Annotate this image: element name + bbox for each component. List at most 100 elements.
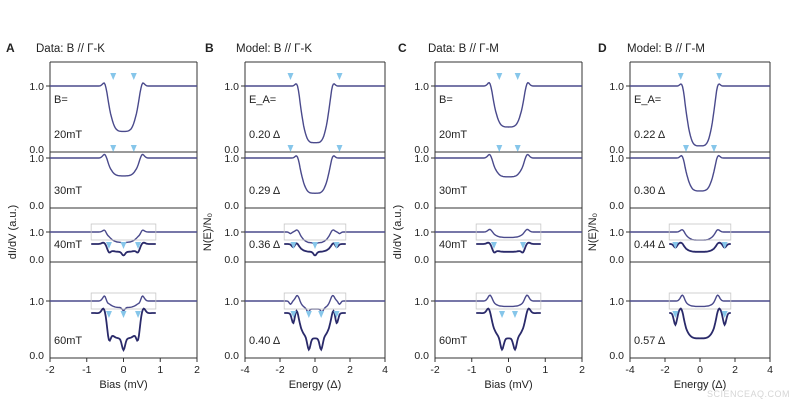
row-label: 30mT: [54, 185, 82, 197]
y-tick-label: 1.0: [414, 153, 429, 165]
peak-arrow-marker: [318, 311, 325, 318]
x-tick-label: -2: [430, 364, 439, 376]
spectrum-line: [435, 228, 582, 239]
row-label: 0.22 Δ: [634, 129, 666, 141]
x-axis-label: Bias (mV): [99, 379, 147, 391]
row-label: 0.36 Δ: [249, 239, 281, 251]
peak-arrow-marker: [336, 145, 343, 152]
peak-arrow-marker: [120, 311, 127, 318]
watermark-text: SCIENCEAQ.COM: [707, 389, 790, 399]
peak-arrow-marker: [499, 311, 506, 318]
y-tick-label: 1.0: [29, 296, 44, 308]
row-label: 0.57 Δ: [634, 335, 666, 347]
x-axis-label: Energy (Δ): [289, 379, 342, 391]
row-label: 0.30 Δ: [634, 185, 666, 197]
y-tick-label: 0.0: [29, 350, 44, 362]
y-tick-label: 0.0: [414, 254, 429, 266]
peak-arrow-marker: [496, 145, 503, 152]
row-label-header: B=: [54, 94, 68, 106]
row-label: 0.20 Δ: [249, 129, 281, 141]
x-axis-label: Energy (Δ): [674, 379, 727, 391]
y-tick-label: 1.0: [29, 81, 44, 93]
x-tick-label: -1: [82, 364, 91, 376]
inset-spectrum-line: [91, 241, 156, 257]
y-axis-label: N(E)/N₀: [587, 213, 599, 251]
panel-label: C: [398, 41, 407, 55]
spectrum-line: [50, 82, 197, 133]
y-tick-label: 0.0: [29, 200, 44, 212]
row-label: 0.40 Δ: [249, 335, 281, 347]
peak-arrow-marker: [672, 311, 679, 318]
x-tick-label: -2: [45, 364, 54, 376]
y-tick-label: 1.0: [29, 227, 44, 239]
row-label: 60mT: [54, 335, 82, 347]
x-tick-label: -1: [467, 364, 476, 376]
spectrum-line: [245, 155, 385, 195]
row-label: 40mT: [54, 239, 82, 251]
peak-arrow-marker: [677, 73, 684, 80]
y-tick-label: 1.0: [414, 81, 429, 93]
y-tick-label: 1.0: [609, 153, 624, 165]
x-tick-label: 2: [194, 364, 200, 376]
peak-arrow-marker: [120, 242, 127, 249]
y-tick-label: 0.0: [224, 144, 239, 156]
inset-box: [668, 223, 732, 241]
inset-spectrum-line: [669, 241, 731, 253]
y-axis-label: dI/dV (a.u.): [392, 205, 404, 259]
peak-arrow-marker: [520, 242, 527, 249]
peak-arrow-marker: [105, 242, 112, 249]
peak-arrow-marker: [305, 311, 312, 318]
peak-arrow-marker: [135, 311, 142, 318]
row-label: 0.44 Δ: [634, 239, 666, 251]
y-tick-label: 0.0: [414, 144, 429, 156]
inset-spectrum-line: [476, 241, 541, 254]
peak-arrow-marker: [711, 145, 717, 152]
y-tick-label: 1.0: [414, 296, 429, 308]
x-tick-label: 2: [732, 364, 738, 376]
peak-arrow-marker: [135, 242, 142, 249]
y-tick-label: 1.0: [224, 227, 239, 239]
x-tick-label: 1: [542, 364, 548, 376]
peak-arrow-marker: [333, 311, 340, 318]
x-tick-label: -2: [660, 364, 669, 376]
inset-box: [283, 292, 347, 310]
y-tick-label: 1.0: [609, 296, 624, 308]
peak-arrow-marker: [110, 73, 117, 80]
peak-arrow-marker: [336, 73, 343, 80]
peak-arrow-marker: [312, 242, 318, 249]
peak-arrow-marker: [130, 145, 137, 152]
y-tick-label: 0.0: [609, 350, 624, 362]
inset-box: [475, 292, 542, 310]
inset-box: [90, 223, 157, 241]
peak-arrow-marker: [672, 242, 679, 249]
panel-title: Model: B // Γ-M: [627, 43, 705, 55]
x-tick-label: 2: [579, 364, 585, 376]
row-label: 30mT: [439, 185, 467, 197]
y-axis-label: dI/dV (a.u.): [7, 205, 19, 259]
y-tick-label: 0.0: [29, 254, 44, 266]
inset-spectrum-line: [284, 309, 346, 352]
row-label-header: E_A=: [249, 94, 276, 106]
spectrum-line: [50, 153, 197, 177]
x-tick-label: 4: [767, 364, 773, 376]
y-tick-label: 0.0: [414, 200, 429, 212]
y-tick-label: 0.0: [224, 200, 239, 212]
row-label: 0.29 Δ: [249, 185, 281, 197]
inset-box: [90, 292, 157, 310]
spectrum-line: [435, 153, 582, 178]
y-tick-label: 1.0: [224, 81, 239, 93]
panel-label: B: [205, 41, 214, 55]
spectrum-line: [630, 154, 770, 192]
spectrum-line: [435, 81, 582, 128]
inset-box: [668, 292, 732, 310]
spectrum-line: [50, 295, 197, 312]
peak-arrow-marker: [683, 145, 689, 152]
inset-box: [475, 223, 542, 241]
panel-d: D Model: B // Γ-M -4 -2 0 2 4 Energy (Δ) N(E)/N₀…: [587, 41, 773, 391]
x-tick-label: -4: [240, 364, 249, 376]
y-tick-label: 1.0: [224, 296, 239, 308]
panel-c: C Data: B // Γ-M -2 -1 0 1 2 Bias (mV) dI/dV (a.…: [392, 41, 585, 391]
x-tick-label: 0: [121, 364, 127, 376]
peak-arrow-marker: [514, 145, 521, 152]
